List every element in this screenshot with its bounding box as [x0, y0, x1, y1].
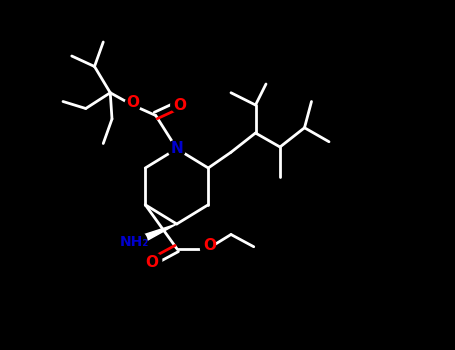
Circle shape — [147, 253, 162, 268]
Text: O: O — [174, 98, 187, 112]
Circle shape — [168, 140, 186, 158]
Polygon shape — [135, 224, 177, 245]
Text: O: O — [146, 255, 159, 270]
Text: O: O — [126, 95, 139, 110]
Text: O: O — [203, 238, 217, 252]
Circle shape — [126, 231, 147, 252]
Text: N: N — [170, 141, 183, 155]
Circle shape — [171, 97, 186, 113]
Text: NH₂: NH₂ — [120, 234, 149, 248]
Circle shape — [125, 97, 140, 113]
Circle shape — [201, 241, 216, 256]
